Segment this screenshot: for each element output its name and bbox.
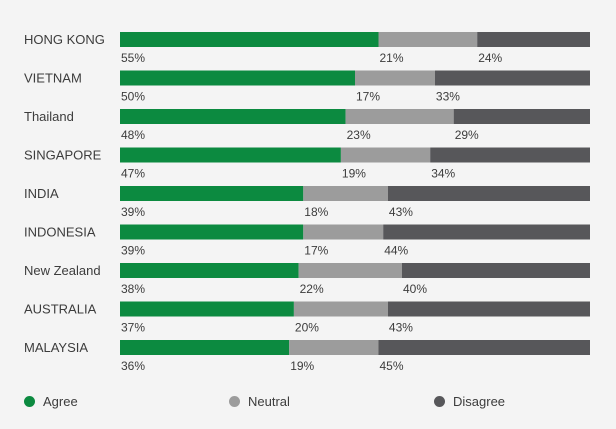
bar-agree-india <box>120 186 304 201</box>
bar-neutral-vietnam <box>355 70 435 86</box>
bar-neutral-hong-kong <box>378 32 478 47</box>
bar-agree-vietnam <box>120 70 355 86</box>
category-label-malaysia: MALAYSIA <box>24 340 88 355</box>
value-label-disagree-indonesia: 44% <box>384 244 408 258</box>
value-label-neutral-thailand: 23% <box>347 128 371 142</box>
bar-disagree-thailand <box>453 109 590 124</box>
value-label-agree-vietnam: 50% <box>121 90 145 104</box>
value-label-disagree-singapore: 34% <box>431 167 455 181</box>
value-label-neutral-singapore: 19% <box>342 167 366 181</box>
legend-label-agree: Agree <box>43 394 78 409</box>
category-label-thailand: Thailand <box>24 109 74 124</box>
value-label-neutral-hong-kong: 21% <box>380 51 404 65</box>
value-label-agree-australia: 37% <box>121 321 145 335</box>
legend-item-neutral: Neutral <box>229 394 290 409</box>
legend: Agree Neutral Disagree <box>0 394 616 412</box>
value-label-disagree-thailand: 29% <box>455 128 479 142</box>
bar-agree-new-zealand <box>120 263 299 278</box>
value-label-disagree-hong-kong: 24% <box>478 51 502 65</box>
value-label-agree-singapore: 47% <box>121 167 145 181</box>
bar-disagree-hong-kong <box>477 32 590 47</box>
value-label-disagree-malaysia: 45% <box>380 359 404 373</box>
bar-agree-malaysia <box>120 340 290 355</box>
bar-disagree-singapore <box>430 147 590 163</box>
bar-neutral-new-zealand <box>298 263 402 278</box>
category-label-new-zealand: New Zealand <box>24 263 101 278</box>
legend-swatch-disagree <box>434 396 445 407</box>
category-label-indonesia: INDONESIA <box>24 225 96 240</box>
value-label-agree-indonesia: 39% <box>121 244 145 258</box>
value-label-neutral-indonesia: 17% <box>304 244 328 258</box>
category-label-vietnam: VIETNAM <box>24 71 82 86</box>
bar-disagree-australia <box>387 301 590 317</box>
bar-disagree-vietnam <box>434 70 590 86</box>
bar-agree-indonesia <box>120 224 304 240</box>
value-label-disagree-india: 43% <box>389 205 413 219</box>
bar-neutral-singapore <box>340 147 431 163</box>
legend-item-agree: Agree <box>24 394 78 409</box>
legend-label-disagree: Disagree <box>453 394 506 409</box>
bar-neutral-india <box>303 186 388 201</box>
bar-disagree-indonesia <box>383 224 590 240</box>
value-label-disagree-new-zealand: 40% <box>403 282 427 296</box>
bar-agree-australia <box>120 301 294 317</box>
value-label-neutral-australia: 20% <box>295 321 319 335</box>
value-label-agree-malaysia: 36% <box>121 359 145 373</box>
category-label-india: INDIA <box>24 186 59 201</box>
category-label-hong-kong: HONG KONG <box>24 32 105 47</box>
bar-agree-hong-kong <box>120 32 379 47</box>
bar-neutral-thailand <box>345 109 454 124</box>
value-label-neutral-india: 18% <box>304 205 328 219</box>
legend-swatch-agree <box>24 396 35 407</box>
bar-disagree-india <box>387 186 590 201</box>
value-label-agree-new-zealand: 38% <box>121 282 145 296</box>
legend-item-disagree: Disagree <box>434 394 505 409</box>
stacked-bar-chart: HONG KONG 55% 21% 24% VIETNAM 50% 17% 33% Thaila… <box>24 32 590 373</box>
bar-neutral-indonesia <box>303 224 384 240</box>
category-label-australia: AUSTRALIA <box>24 302 97 317</box>
bar-neutral-malaysia <box>289 340 379 355</box>
bar-agree-singapore <box>120 147 341 163</box>
bar-agree-thailand <box>120 109 346 124</box>
value-label-disagree-vietnam: 33% <box>436 90 460 104</box>
category-label-singapore: SINGAPORE <box>24 148 102 163</box>
value-label-disagree-australia: 43% <box>389 321 413 335</box>
bar-neutral-australia <box>293 301 388 317</box>
bar-disagree-new-zealand <box>402 263 590 278</box>
value-label-neutral-vietnam: 17% <box>356 90 380 104</box>
value-label-neutral-new-zealand: 22% <box>300 282 324 296</box>
value-label-agree-hong-kong: 55% <box>121 51 145 65</box>
legend-label-neutral: Neutral <box>248 394 290 409</box>
bar-disagree-malaysia <box>378 340 590 355</box>
legend-swatch-neutral <box>229 396 240 407</box>
value-label-agree-india: 39% <box>121 205 145 219</box>
value-label-agree-thailand: 48% <box>121 128 145 142</box>
value-label-neutral-malaysia: 19% <box>290 359 314 373</box>
